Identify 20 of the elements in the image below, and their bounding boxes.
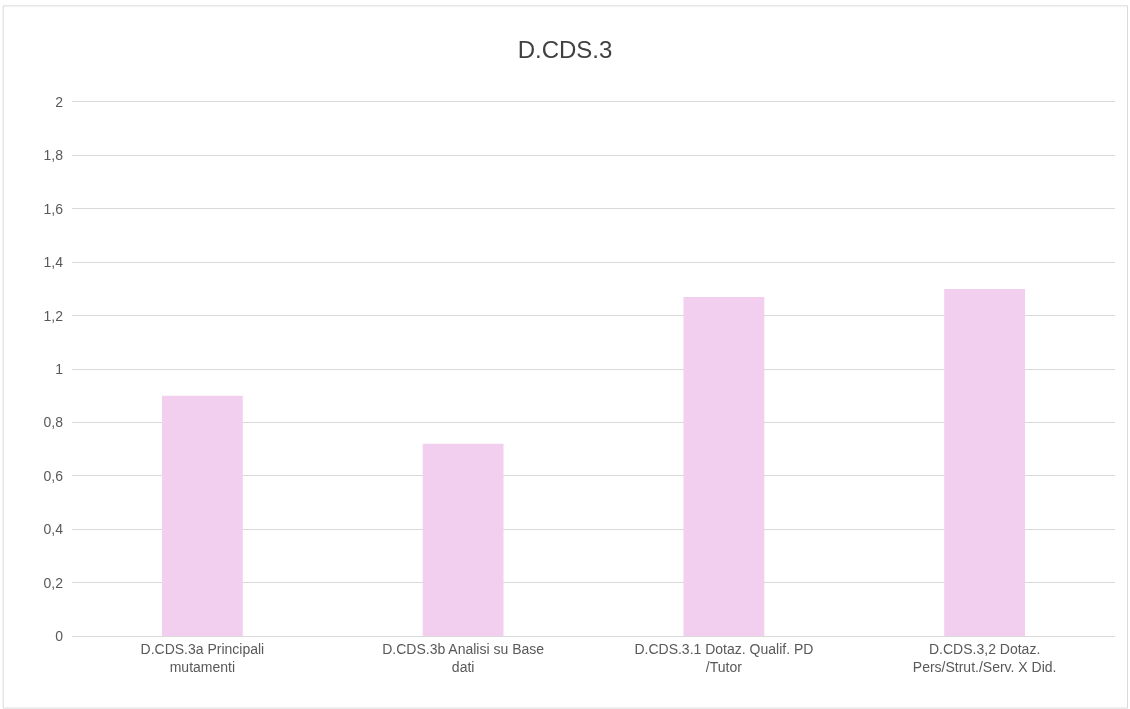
x-tick-label: D.CDS.3,2 Dotaz. Pers/Strut./Serv. X Did. — [912, 640, 1057, 675]
y-tick-label: 1,6 — [43, 200, 64, 217]
y-tick-label: 1,2 — [43, 307, 64, 324]
y-tick-label: 1,8 — [43, 147, 64, 164]
y-tick-label: 0,8 — [43, 414, 64, 431]
y-tick-label: 0,6 — [43, 467, 64, 484]
bar — [422, 443, 504, 636]
x-tick-label: D.CDS.3.1 Dotaz. Qualif. PD /Tutor — [634, 640, 814, 675]
bar — [683, 296, 765, 636]
y-tick-label: 2 — [55, 93, 64, 110]
y-tick-label: 0,4 — [43, 521, 64, 538]
y-tick-label: 0 — [55, 627, 64, 644]
x-tick-label: D.CDS.3a Principali mutamenti — [140, 640, 265, 675]
chart-title: D.CDS.3 — [517, 36, 613, 64]
y-tick-label: 1 — [55, 360, 64, 377]
y-tick-label: 1,4 — [43, 254, 64, 271]
y-tick-label: 0,2 — [43, 574, 64, 591]
bar — [944, 288, 1026, 636]
bar — [161, 395, 243, 636]
x-tick-label: D.CDS.3b Analisi su Base dati — [382, 640, 545, 675]
